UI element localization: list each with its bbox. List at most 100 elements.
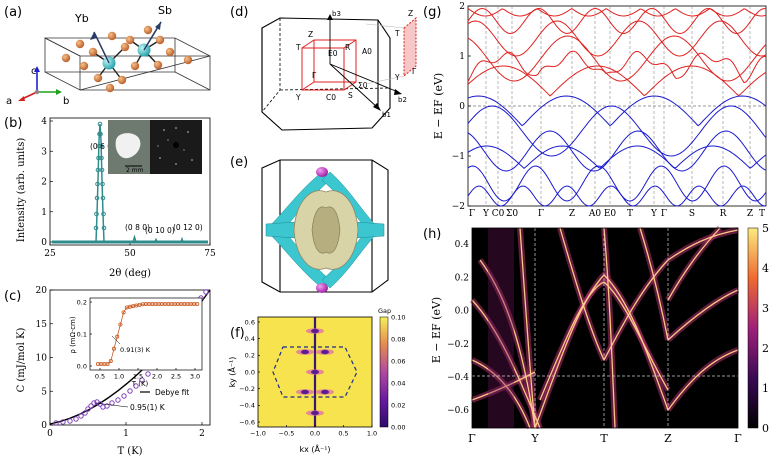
plot-f-xlabel: kx (Å⁻¹) [299, 443, 330, 454]
sb-label: Sb [158, 4, 172, 17]
h-ytick-label: 0.4 [455, 240, 470, 250]
f-ytick-label: 0.4 [245, 335, 255, 343]
c-data-point [121, 393, 127, 399]
band-structure-frame [467, 5, 767, 207]
plot-c-yticks: 20 15 10 5 0 [36, 286, 53, 431]
h-ytick-label: −0.2 [447, 340, 469, 350]
bands [467, 7, 767, 207]
panel-g: (g) 210−1−2 Γ Y C0 Σ0 Γ Z A0 E0 T Y Γ S R Z T E − EF (… [423, 2, 767, 219]
inset-yticks: 0.2 0.1 0.0 [77, 298, 92, 370]
c-data-point [82, 410, 88, 416]
spectral-band [539, 281, 669, 401]
spectral-band [667, 349, 739, 411]
plot-c-xlabel: T (K) [117, 446, 142, 457]
c-data-point [88, 403, 94, 409]
g-kpath-label: T [759, 209, 765, 219]
panel-d: (d) b3 b2 b1 Z T R A0 E0 Γ Y [230, 5, 417, 131]
panel-b-label: (b) [4, 116, 22, 131]
xrd-pattern [52, 121, 208, 244]
plane-T: T [394, 29, 400, 38]
panel-h-label: (h) [423, 227, 441, 242]
bz-point-labels: Z T R A0 E0 Γ Y C0 S Σ0 [295, 30, 372, 102]
plot-b-yticks: 4 3 2 1 0 [41, 117, 53, 248]
cbar-f-title: Gap [378, 307, 391, 315]
spectral-band [559, 227, 605, 361]
axis-b2: b2 [398, 96, 407, 104]
inset-xtick-label: 1.0 [114, 373, 124, 381]
f-xtick-label: 0.5 [338, 430, 348, 438]
f-ytick-label: 0.6 [245, 318, 255, 326]
spectral-band [639, 227, 669, 341]
plot-g-yticks: 2 1 0 −1 −2 [452, 2, 471, 212]
c-xtick-label: 1 [123, 429, 129, 439]
inset-point [115, 334, 120, 339]
c-data-point [203, 289, 209, 295]
g-ytick-label: 0 [459, 102, 465, 112]
scale-bar-label: 2 mm [126, 167, 144, 174]
inset-ytick-label: 0.0 [77, 362, 87, 370]
band-line [467, 20, 767, 57]
peak-080: (0 8 0) [125, 223, 150, 232]
spectral-colorbar [747, 227, 759, 429]
spectral-diffuse [488, 228, 514, 428]
c-data-point [127, 388, 133, 394]
cbar-f-label: 0.00 [391, 424, 405, 432]
plot-h-yticks: 0.4 0.2 0.0 −0.2 −0.4 −0.6 [447, 240, 475, 416]
b-ytick-label: 0 [41, 238, 47, 248]
h-kpath-label: Γ [468, 432, 476, 445]
inset-point [112, 346, 117, 351]
h-kpath-label: Z [664, 432, 672, 445]
axis-c-label: c [31, 66, 37, 77]
laue-pattern [150, 120, 202, 174]
gap-min-core [321, 389, 329, 395]
panel-a: (a) [4, 4, 211, 107]
plot-b-xlabel: 2θ (deg) [109, 268, 151, 279]
panel-h: (h) 0.4 0.2 0.0 −0.2 −0.4 −0.6 Γ Y T Z Γ E − EF (… [423, 222, 769, 445]
f-ytick-label: −0.4 [239, 402, 255, 410]
inset-ylabel: ρ (mΩ·cm) [69, 316, 77, 353]
resistivity-inset: ρ (mΩ·cm) T (K) 0.2 0.1 0.0 0.5 1.0 1.5 2.0 2.… [69, 297, 203, 388]
axis-b1: b1 [382, 111, 391, 119]
g-kpath-label: Γ [538, 209, 544, 219]
c-data-point [78, 413, 84, 419]
gap-min-core [311, 328, 319, 334]
spectral-band [471, 359, 531, 429]
b-ytick-label: 3 [41, 147, 47, 157]
c-data-point [85, 406, 91, 412]
b-ytick-label: 2 [41, 178, 47, 188]
spectral-band [471, 371, 536, 401]
f-ytick-label: 0.0 [245, 368, 255, 376]
inset-point [108, 358, 113, 363]
c-data-point [139, 377, 145, 383]
g-kpath-label: Γ [661, 209, 667, 219]
plot-b-xticks: 25 50 75 [44, 242, 216, 259]
inset-xtick-label: 1.5 [133, 373, 143, 381]
panel-e: (e) [230, 155, 389, 293]
b-xtick-label: 50 [124, 249, 136, 259]
gap-min-core [301, 389, 309, 395]
plot-c-ylabel: C (mJ/mol K) [16, 327, 27, 392]
spectral-band [667, 289, 739, 341]
inset-ytick-label: 0.2 [77, 298, 87, 306]
yb-label: Yb [74, 12, 89, 25]
c-data-point [115, 397, 121, 403]
plot-c-xticks: 0 1 2 [47, 422, 205, 439]
pt-A0: A0 [362, 47, 372, 56]
bz-boundary [272, 346, 358, 398]
pt-S: S [348, 91, 353, 100]
plot-h-ylabel: E − EF (eV) [430, 297, 443, 363]
f-xtick-label: 1.0 [367, 430, 377, 438]
g-kpath-label: R [720, 209, 727, 219]
spectral-band [519, 227, 536, 429]
peak-0100: (0 10 0) [145, 226, 175, 235]
g-ytick-label: −2 [452, 202, 465, 212]
inset-ytick-label: 0.1 [77, 330, 87, 338]
plot-f-xticks: −1.0 −0.5 0.0 0.5 1.0 [250, 425, 377, 438]
inset-point [118, 322, 123, 327]
f-xtick-label: 0.0 [310, 430, 320, 438]
axis-triad: c a b [6, 66, 69, 107]
kz-plane: Z T Y Γ [365, 9, 417, 85]
pt-Y: Y [295, 93, 301, 102]
